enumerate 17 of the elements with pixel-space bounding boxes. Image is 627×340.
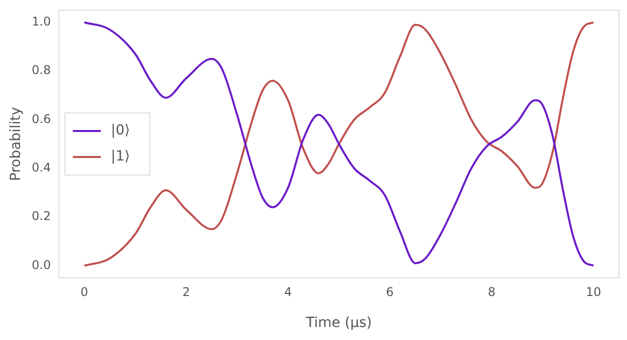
y-tick-label: 0.6: [32, 112, 51, 126]
x-tick-label: 2: [182, 285, 190, 300]
x-tick-label: 6: [386, 285, 394, 300]
legend-label: |1⟩: [110, 148, 130, 165]
legend-label: |0⟩: [110, 122, 130, 139]
y-tick-label: 0.0: [32, 258, 51, 272]
x-tick-label: 10: [586, 285, 602, 300]
x-tick-label: 4: [284, 285, 292, 300]
line-series: [83, 21, 595, 267]
y-tick-label: 1.0: [32, 14, 51, 28]
y-tick-label: 0.2: [32, 209, 51, 224]
x-axis-title: Time (μs): [305, 315, 372, 332]
x-tick-label: 0: [80, 285, 88, 300]
x-tick-label: 8: [488, 285, 496, 300]
y-tick-label: 0.8: [32, 63, 51, 78]
y-axis-title: Probability: [8, 106, 24, 182]
y-tick-label: 0.4: [32, 160, 51, 174]
